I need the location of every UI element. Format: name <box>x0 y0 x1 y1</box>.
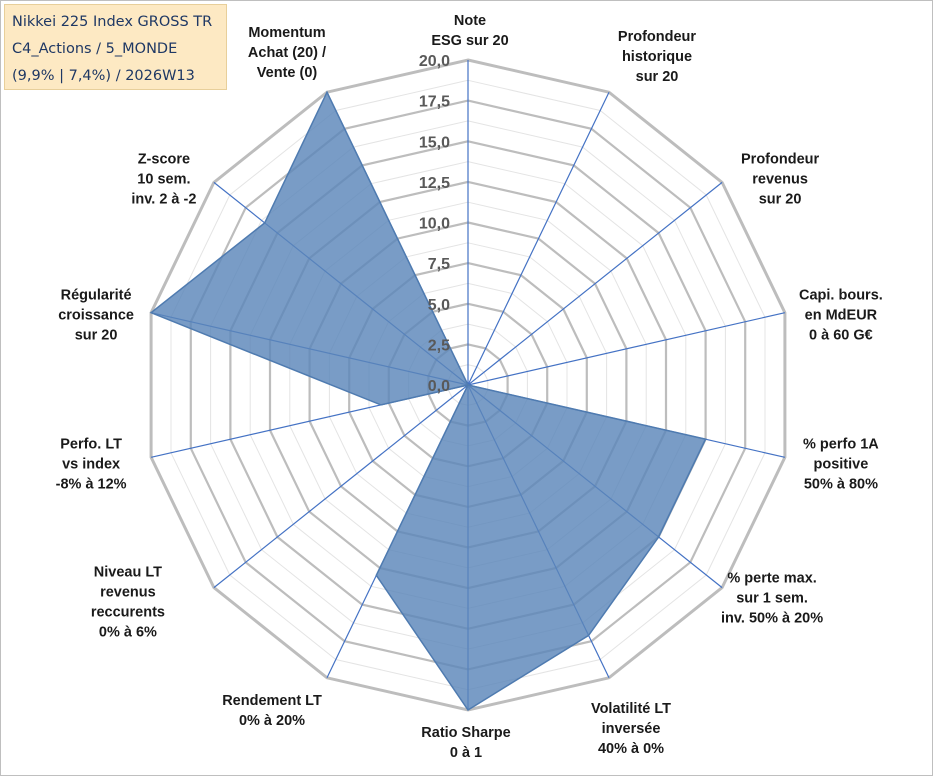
category-label: revenus <box>752 171 808 187</box>
title-line-2: C4_Actions / 5_MONDE <box>12 41 178 57</box>
category-label: inv. 2 à -2 <box>131 191 196 207</box>
category-label: sur 1 sem. <box>736 591 808 607</box>
category-label: Achat (20) / <box>248 45 326 61</box>
title-line-3: (9,9% | 7,4%) / 2026W13 <box>12 68 195 84</box>
category-label: Profondeur <box>741 151 819 167</box>
category-label: inversée <box>602 721 661 737</box>
category-label: croissance <box>58 308 134 324</box>
category-label: 0% à 20% <box>239 713 305 729</box>
category-label: Vente (0) <box>257 65 318 81</box>
category-label: sur 20 <box>75 328 118 344</box>
tick-label: 15,0 <box>419 134 450 151</box>
category-label: Profondeur <box>618 29 696 45</box>
category-label: historique <box>622 49 692 65</box>
category-label: inv. 50% à 20% <box>721 611 823 627</box>
tick-label: 2,5 <box>428 337 450 354</box>
category-label: reccurents <box>91 605 165 621</box>
tick-label: 5,0 <box>428 297 450 314</box>
category-label: Momentum <box>248 25 325 41</box>
axis-spoke <box>467 91 610 386</box>
category-labels: Note ESG sur 20 Profondeur historique sur 20… <box>56 13 883 761</box>
category-label: 0 à 60 G€ <box>809 328 873 344</box>
category-label: Rendement LT <box>222 693 322 709</box>
category-label: -8% à 12% <box>56 476 127 492</box>
tick-label: 10,0 <box>419 216 450 233</box>
category-label: Note <box>454 13 486 29</box>
category-label: 0 à 1 <box>450 745 482 761</box>
axis-spoke <box>213 384 469 589</box>
category-label: % perfo 1A <box>803 436 879 452</box>
category-label: Niveau LT <box>94 565 162 581</box>
series-layer <box>149 90 707 712</box>
category-label: 40% à 0% <box>598 741 664 757</box>
category-label: ESG sur 20 <box>431 33 508 49</box>
tick-label: 20,0 <box>419 53 450 70</box>
category-label: Ratio Sharpe <box>421 725 510 741</box>
tick-label: 7,5 <box>428 256 450 273</box>
category-label: Régularité <box>61 288 132 304</box>
category-label: en MdEUR <box>805 308 878 324</box>
category-label: positive <box>814 456 869 472</box>
category-label: 0% à 6% <box>99 625 157 641</box>
tick-labels: 0,0 2,5 5,0 7,5 10,0 12,5 15,0 17,5 20,0 <box>419 53 450 395</box>
series-area <box>149 90 707 712</box>
chart-title-box: Nikkei 225 Index GROSS TR C4_Actions / 5… <box>4 4 227 90</box>
category-label: Perfo. LT <box>60 436 122 452</box>
category-label: revenus <box>100 585 156 601</box>
category-label: Z-score <box>138 151 190 167</box>
axis-spoke <box>467 312 786 386</box>
category-label: % perte max. <box>727 571 816 587</box>
tick-label: 12,5 <box>419 175 450 192</box>
axis-spoke <box>467 181 723 386</box>
tick-label: 17,5 <box>419 94 450 111</box>
title-line-1: Nikkei 225 Index GROSS TR <box>12 14 213 30</box>
category-label: sur 20 <box>636 69 679 85</box>
category-label: Capi. bours. <box>799 288 883 304</box>
category-label: 10 sem. <box>137 171 190 187</box>
category-label: sur 20 <box>759 191 802 207</box>
category-label: vs index <box>62 456 120 472</box>
category-label: Volatilité LT <box>591 701 671 717</box>
category-label: 50% à 80% <box>804 476 878 492</box>
tick-label: 0,0 <box>428 378 450 395</box>
